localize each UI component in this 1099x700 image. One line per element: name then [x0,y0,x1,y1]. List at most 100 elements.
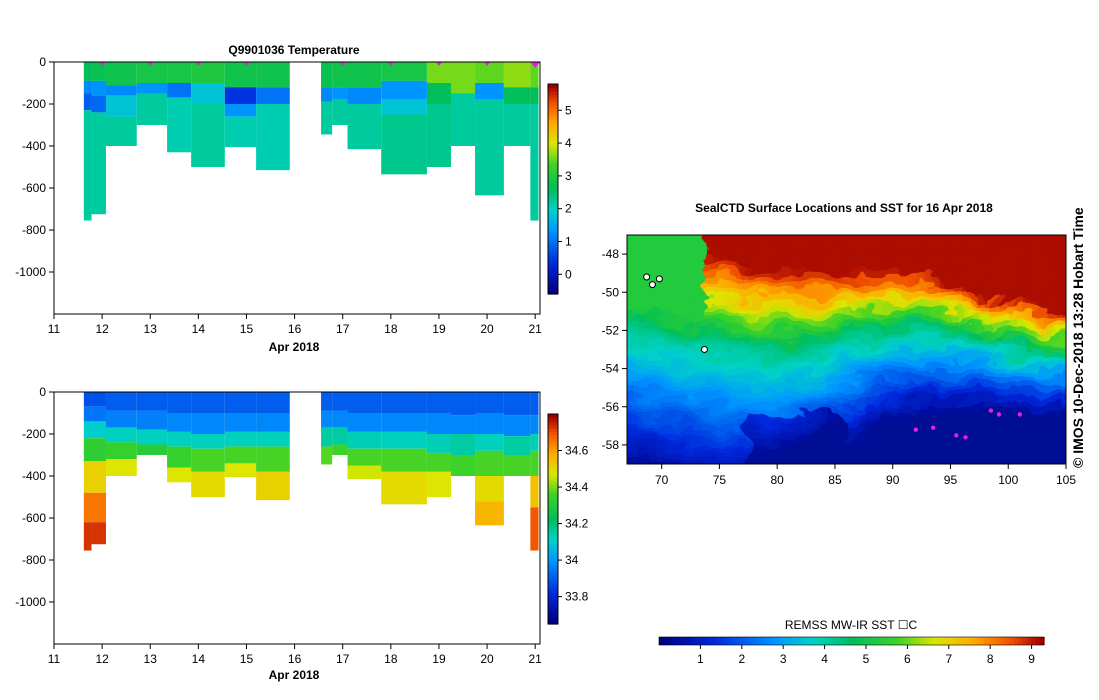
colorbar-segment [548,466,558,471]
sst-cell [938,382,948,391]
sst-cell [825,389,835,398]
sst-cell [1060,235,1066,244]
sst-cell [647,409,657,418]
sst-cell [947,376,956,384]
sst-cell [736,362,746,371]
sst-cell [801,396,811,404]
temperature-xlabel: Apr 2018 [269,340,320,354]
sst-colorbar-tick-label: 3 [780,652,787,666]
sst-cell [752,422,762,431]
sst-cell [744,309,754,317]
sst-cell [955,235,964,244]
temperature-panel: Q9901036 Temperature 11 12 13 14 15 16 17 18 19 2… [15,43,572,354]
seal-location [913,427,919,432]
sst-cell [1019,429,1029,438]
sst-cell [809,269,819,277]
sst-cell [930,296,940,304]
colorbar-segment [548,231,558,236]
sst-cell [1076,470,1085,477]
sst-cell [825,269,835,277]
sst-cell [979,422,989,431]
sst-cell [842,223,851,230]
sst-cell [1035,262,1045,271]
sst-cell [938,269,948,277]
sst-cell [744,409,754,418]
sst-cell [930,369,940,378]
sst-cell [947,276,956,284]
sst-cell [696,456,706,464]
sst-cell [923,223,932,230]
sst-cell [688,456,698,464]
sst-cell [688,269,698,277]
sst-cell [987,223,996,230]
map-y-tick-label: -54 [602,362,620,376]
sst-cell [963,255,973,264]
sst-cell [752,336,762,344]
sst-cell [866,409,876,418]
sst-cell [639,289,649,297]
sst-cell [817,382,827,391]
sst-cell [1027,302,1037,311]
sst-cell [1003,329,1013,337]
sst-cell [833,376,843,384]
sst-cell [817,342,827,351]
colorbar-tick-label: 34.4 [565,480,589,494]
sst-cell [663,235,673,244]
colorbar-segment [548,473,558,478]
sst-cell [680,235,690,244]
sst-colorbar-segment [808,637,814,645]
sst-colorbar-segment [992,637,998,645]
sst-cell [631,242,641,251]
profile-cell [426,452,451,472]
x-tick-label: 13 [144,652,158,666]
profile-cell [91,406,106,422]
sst-cell [744,436,754,444]
sst-cell [841,276,851,284]
sst-cell [825,329,835,337]
sst-cell [850,223,859,230]
sst-cell [672,470,681,477]
sst-cell [712,249,722,257]
sst-cell [672,262,681,271]
colorbar-segment [548,617,558,622]
profile-cell [91,392,106,407]
sst-cell [947,436,956,444]
sst-cell [1003,422,1013,431]
sst-cell [1003,316,1013,324]
sst-cell [769,422,778,431]
sst-cell [745,470,754,477]
colorbar-tick-label: 1 [565,235,572,249]
sst-cell [761,349,770,357]
sst-cell [809,249,819,257]
sst-cell [752,409,762,418]
sst-cell [914,416,924,424]
sst-cell [963,356,973,364]
sst-cell [922,369,932,378]
colorbar-segment [548,568,558,573]
sst-cell [744,429,754,438]
sst-cell [801,443,811,451]
sst-cell [922,235,932,237]
sst-cell [825,316,835,324]
sst-cell [995,255,1005,264]
sst-cell [898,356,908,364]
sst-cell [1035,396,1045,404]
sst-cell [672,342,681,351]
sst-cell [866,235,876,237]
sst-cell [1044,476,1053,483]
sst-cell [704,289,714,297]
profile-cell [224,392,257,413]
sst-cell [728,456,738,464]
profile-cell [224,87,257,104]
sst-cell [947,422,956,431]
colorbar-segment [548,189,558,194]
sst-cell [720,402,730,411]
sst-cell [761,396,770,404]
sst-cell [979,456,989,464]
profile-cell [381,448,427,472]
sst-cell [647,262,657,271]
sst-cell [752,302,762,311]
sst-cell [680,235,690,237]
sst-cell [906,416,916,424]
sst-cell [777,342,787,351]
